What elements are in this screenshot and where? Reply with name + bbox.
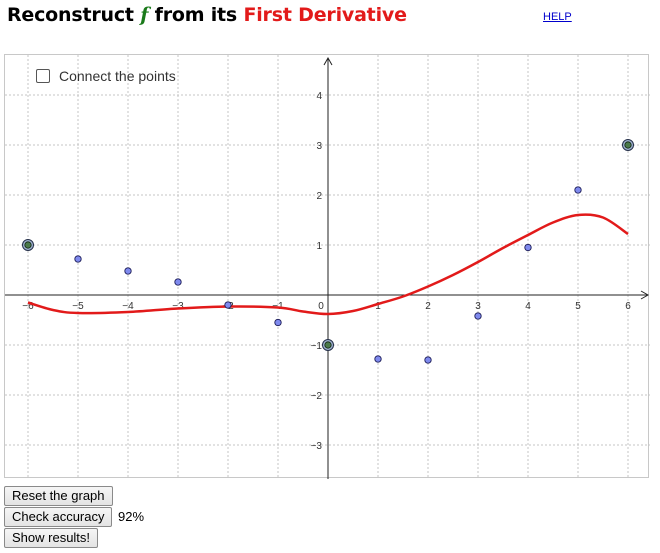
x-tick-label: −6 xyxy=(22,301,34,312)
check-accuracy-button[interactable]: Check accuracy xyxy=(4,507,113,527)
movable-point[interactable] xyxy=(574,186,582,194)
y-tick-label: 4 xyxy=(316,91,322,102)
connect-points-toggle[interactable]: Connect the points xyxy=(36,68,176,84)
y-axis-arrow xyxy=(323,56,333,66)
y-tick-label: −3 xyxy=(311,441,323,452)
x-tick-label: 6 xyxy=(625,301,631,312)
connect-points-label: Connect the points xyxy=(59,68,176,84)
movable-point[interactable] xyxy=(374,355,382,363)
anchor-point xyxy=(24,241,32,249)
y-tick-label: 3 xyxy=(316,141,322,152)
movable-point[interactable] xyxy=(124,267,132,275)
title-text: Reconstruct xyxy=(7,4,134,26)
title-highlight: First Derivative xyxy=(243,4,407,26)
page-title: Reconstruct f from its First Derivative xyxy=(7,4,407,26)
title-text-middle: from its xyxy=(154,4,238,26)
anchor-point xyxy=(624,141,632,149)
x-tick-label: 3 xyxy=(475,301,481,312)
movable-point[interactable] xyxy=(74,255,82,263)
y-tick-label: −2 xyxy=(311,391,323,402)
y-tick-label: 1 xyxy=(316,241,322,252)
connect-points-checkbox[interactable] xyxy=(36,69,50,83)
accuracy-value: 92% xyxy=(118,509,145,524)
x-tick-label: 2 xyxy=(425,301,431,312)
movable-point[interactable] xyxy=(474,312,482,320)
x-tick-label: −3 xyxy=(172,301,184,312)
x-tick-label: −4 xyxy=(122,301,134,312)
y-tick-label: −1 xyxy=(311,341,323,352)
movable-point[interactable] xyxy=(224,301,232,309)
anchor-point xyxy=(324,341,332,349)
x-tick-label: 0 xyxy=(318,301,324,312)
x-tick-label: −5 xyxy=(72,301,84,312)
help-link[interactable]: HELP xyxy=(543,11,572,23)
title-function-symbol: f xyxy=(140,4,149,26)
movable-point[interactable] xyxy=(174,278,182,286)
movable-point[interactable] xyxy=(424,356,432,364)
movable-point[interactable] xyxy=(274,318,282,327)
derivative-curve xyxy=(27,213,629,316)
x-tick-label: 5 xyxy=(575,301,581,312)
x-tick-label: 1 xyxy=(375,301,381,312)
show-results-button[interactable]: Show results! xyxy=(4,528,99,548)
x-axis-arrow xyxy=(640,290,650,300)
x-tick-label: 4 xyxy=(525,301,531,312)
y-tick-label: 2 xyxy=(316,191,322,202)
reset-graph-button[interactable]: Reset the graph xyxy=(4,486,113,506)
movable-point[interactable] xyxy=(524,243,532,252)
